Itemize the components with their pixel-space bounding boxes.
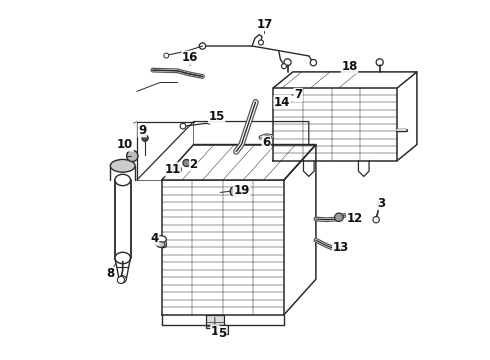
Text: 14: 14 [274,95,291,108]
Text: 2: 2 [190,158,197,171]
Text: 18: 18 [342,60,358,73]
Ellipse shape [164,53,169,58]
Ellipse shape [373,216,379,223]
Ellipse shape [115,252,130,264]
Text: 3: 3 [377,197,386,210]
Ellipse shape [258,40,264,45]
Ellipse shape [199,43,206,49]
Ellipse shape [282,64,287,69]
Text: 8: 8 [106,267,115,280]
Text: 15: 15 [208,110,225,123]
Text: 6: 6 [262,136,270,149]
Ellipse shape [142,135,148,141]
Text: 7: 7 [294,89,302,102]
Ellipse shape [310,59,317,66]
Bar [216,325,228,334]
Bar [206,315,224,328]
Ellipse shape [156,242,165,247]
Text: 13: 13 [333,241,349,254]
Ellipse shape [115,174,130,186]
Ellipse shape [335,213,343,221]
Ellipse shape [118,276,124,283]
Text: 1: 1 [211,325,219,338]
Text: 19: 19 [233,184,249,197]
Text: 17: 17 [256,18,272,31]
Text: 9: 9 [138,124,147,137]
Ellipse shape [119,276,126,283]
Ellipse shape [180,123,186,129]
Ellipse shape [126,150,138,162]
Text: 10: 10 [117,138,133,151]
Ellipse shape [172,165,181,174]
Ellipse shape [110,159,135,172]
Text: 11: 11 [164,163,180,176]
Text: 4: 4 [150,232,159,245]
Ellipse shape [155,236,166,243]
Ellipse shape [183,159,190,167]
Ellipse shape [230,186,240,196]
Text: 16: 16 [182,51,198,64]
Text: 5: 5 [218,327,226,339]
Text: 12: 12 [347,212,363,225]
